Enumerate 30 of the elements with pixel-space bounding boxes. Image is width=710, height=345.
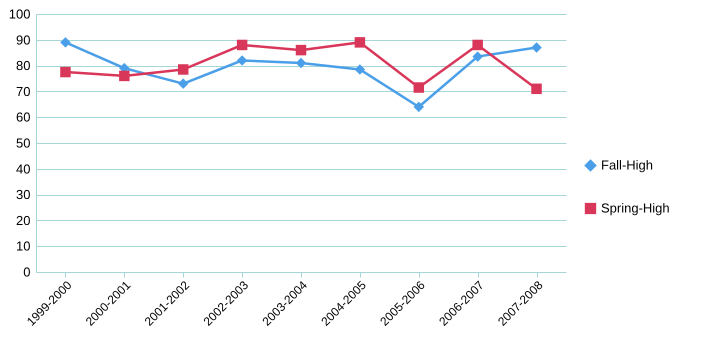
y-tick-label: 20 [16, 212, 30, 228]
point [60, 66, 71, 78]
y-tick-label: 60 [16, 110, 30, 125]
point [354, 37, 366, 48]
y-tick-label: 40 [16, 161, 30, 176]
point [296, 58, 306, 68]
legend-label: Fall-High [601, 158, 654, 172]
point [178, 78, 188, 89]
point [60, 37, 71, 48]
point [531, 42, 542, 53]
point [354, 64, 366, 75]
y-tick-label: 50 [16, 136, 30, 150]
point [414, 102, 424, 112]
point [236, 40, 248, 50]
point [472, 40, 483, 50]
point [472, 51, 483, 62]
y-tick-label: 90 [16, 32, 30, 48]
y-tick-label: 70 [16, 84, 30, 99]
point [236, 55, 248, 66]
y-tick-label: 80 [16, 58, 30, 74]
point [414, 82, 424, 93]
y-tick-label: 0 [23, 264, 30, 280]
y-tick-label: 10 [16, 238, 30, 254]
y-tick-label: 30 [16, 187, 30, 202]
y-tick-label: 100 [8, 6, 30, 22]
point [531, 84, 542, 94]
legend-label: Spring-High [601, 200, 670, 216]
point [119, 70, 130, 82]
point [178, 64, 188, 75]
point [296, 44, 306, 56]
